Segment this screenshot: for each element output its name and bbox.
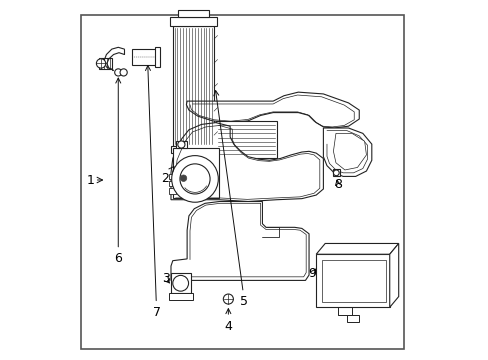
Polygon shape <box>155 47 160 67</box>
Text: 5: 5 <box>213 91 248 309</box>
Text: 8: 8 <box>333 178 341 191</box>
Polygon shape <box>131 49 156 65</box>
Text: 6: 6 <box>114 78 122 265</box>
Circle shape <box>115 69 122 76</box>
Polygon shape <box>186 92 359 128</box>
Circle shape <box>333 170 339 176</box>
Polygon shape <box>175 140 187 148</box>
Polygon shape <box>169 174 175 179</box>
Polygon shape <box>389 243 398 307</box>
Text: 7: 7 <box>145 66 161 319</box>
Circle shape <box>223 294 233 304</box>
Polygon shape <box>323 128 371 176</box>
Polygon shape <box>316 254 389 307</box>
Polygon shape <box>171 146 215 153</box>
Text: 2: 2 <box>161 167 174 185</box>
Polygon shape <box>172 26 214 146</box>
Polygon shape <box>169 293 192 300</box>
Polygon shape <box>172 148 219 198</box>
Circle shape <box>172 275 188 291</box>
Circle shape <box>96 59 105 68</box>
Circle shape <box>120 69 127 76</box>
Text: 4: 4 <box>224 309 232 333</box>
Circle shape <box>171 156 218 202</box>
Polygon shape <box>99 58 112 69</box>
Polygon shape <box>171 273 190 293</box>
Polygon shape <box>169 17 217 26</box>
Text: 3: 3 <box>162 272 169 285</box>
Text: 1: 1 <box>86 174 94 186</box>
Polygon shape <box>321 260 386 302</box>
Polygon shape <box>169 188 175 194</box>
Polygon shape <box>169 181 175 186</box>
Polygon shape <box>215 121 276 158</box>
Polygon shape <box>171 123 323 202</box>
Polygon shape <box>333 134 366 170</box>
Polygon shape <box>171 202 308 280</box>
Polygon shape <box>81 15 403 348</box>
Polygon shape <box>346 315 359 321</box>
Circle shape <box>180 164 210 194</box>
Circle shape <box>178 141 184 148</box>
Polygon shape <box>333 169 339 176</box>
Polygon shape <box>316 243 398 254</box>
Circle shape <box>180 175 186 181</box>
Text: 9: 9 <box>308 267 316 280</box>
Polygon shape <box>178 10 208 17</box>
